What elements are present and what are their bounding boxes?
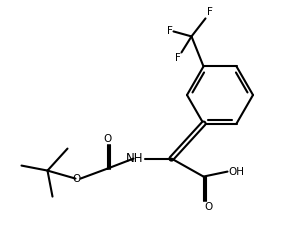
Text: O: O <box>204 202 213 212</box>
Text: O: O <box>72 174 80 183</box>
Text: OH: OH <box>229 167 245 177</box>
Text: F: F <box>167 26 172 36</box>
Text: F: F <box>175 53 181 63</box>
Text: F: F <box>206 7 212 17</box>
Text: NH: NH <box>126 152 143 165</box>
Text: O: O <box>103 134 112 144</box>
